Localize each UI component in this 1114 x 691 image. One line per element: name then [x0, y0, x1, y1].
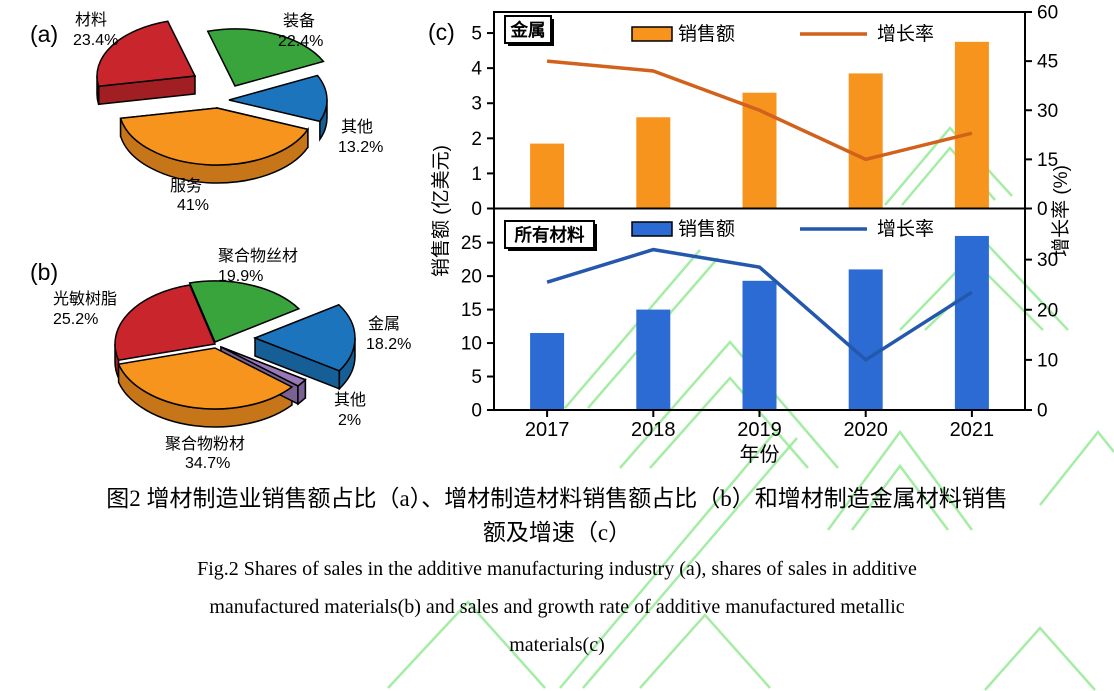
- pie-slice: [188, 280, 301, 343]
- left-tick-label: 0: [471, 401, 482, 422]
- left-tick-label: 5: [471, 24, 482, 45]
- pie-chart-industry-shares: 装备 22.4% 材料 23.4% 其他 13.2% 服务 41% (a): [30, 11, 383, 214]
- pie-slice-value: 2%: [338, 412, 361, 429]
- panel-letter: (b): [30, 259, 58, 285]
- pie-slice-label: 材料: [75, 11, 107, 29]
- right-tick-label: 0: [1037, 199, 1048, 220]
- pie-slice: [206, 28, 325, 87]
- pie-slice-value: 23.4%: [73, 32, 118, 49]
- panel-tag: 所有材料: [515, 225, 585, 245]
- legend-bar-label: 销售额: [678, 218, 735, 240]
- bar: [954, 235, 989, 410]
- x-tick-label: 2017: [525, 419, 570, 441]
- pie-slice-value: 25.2%: [53, 311, 98, 328]
- left-tick-label: 4: [471, 59, 482, 80]
- left-tick-label: 25: [461, 233, 482, 254]
- bar: [848, 73, 883, 209]
- pie-slice-label: 其他: [341, 118, 373, 136]
- right-tick-label: 0: [1037, 401, 1048, 422]
- pie-slice-value: 19.9%: [218, 268, 263, 285]
- left-tick-label: 1: [471, 164, 482, 185]
- legend-bar-label: 销售额: [678, 23, 735, 45]
- left-tick-label: 20: [461, 267, 482, 288]
- pie-slice: [220, 346, 307, 387]
- pie-slice-label: 服务: [170, 177, 202, 195]
- left-tick-label: 15: [461, 300, 482, 321]
- left-tick-label: 5: [471, 367, 482, 388]
- pie-slice-value: 18.2%: [366, 336, 411, 353]
- pie-slice-label: 光敏树脂: [53, 290, 117, 308]
- panel-tag: 金属: [510, 20, 546, 40]
- panel-letter: (c): [428, 19, 455, 45]
- caption-cn-line1: 图2 增材制造业销售额占比（a）、增材制造材料销售额占比（b）和增材制造金属材料…: [106, 486, 1008, 511]
- x-tick-label: 2018: [631, 419, 676, 441]
- left-tick-label: 3: [471, 94, 482, 115]
- x-tick-label: 2021: [950, 419, 995, 441]
- x-axis-title: 年份: [740, 443, 780, 466]
- pie-slice-value: 34.7%: [185, 455, 230, 472]
- right-tick-label: 45: [1037, 52, 1058, 73]
- panel-letter: (a): [30, 21, 58, 47]
- pie-slice-value: 22.4%: [278, 33, 323, 50]
- pie-slice: [119, 107, 310, 166]
- figure-caption: 图2 增材制造业销售额占比（a）、增材制造材料销售额占比（b）和增材制造金属材料…: [0, 482, 1114, 664]
- bar: [530, 143, 565, 209]
- pie-slice: [117, 347, 294, 410]
- pie-slice-value: 41%: [177, 197, 209, 214]
- right-tick-label: 15: [1037, 150, 1058, 171]
- bar: [742, 280, 777, 410]
- pie-slice: [228, 74, 328, 123]
- bar: [954, 41, 989, 209]
- left-tick-label: 0: [471, 199, 482, 220]
- x-tick-label: 2020: [843, 419, 888, 441]
- left-tick-label: 2: [471, 129, 482, 150]
- bar: [636, 309, 671, 410]
- legend-line-label: 增长率: [877, 218, 934, 240]
- legend-bar-swatch: [631, 221, 673, 237]
- y-axis-title-right: 增长率 (%): [1050, 165, 1072, 257]
- panel-tag-box: [504, 220, 595, 249]
- bar: [848, 269, 883, 410]
- pie-chart-material-shares: 聚合物丝材 19.9% 光敏树脂 25.2% 聚合物粉材 34.7% 其他 2% 金属 18.2%…: [30, 247, 411, 472]
- x-tick-label: 2019: [737, 419, 782, 441]
- right-tick-label: 30: [1037, 101, 1058, 122]
- panel-tag-box: [504, 15, 552, 44]
- pie-slice: [252, 303, 356, 372]
- bar: [530, 333, 565, 410]
- pie-slice: [114, 284, 217, 362]
- right-tick-label: 20: [1037, 300, 1058, 321]
- caption-en-line1: Fig.2 Shares of sales in the additive ma…: [197, 558, 917, 580]
- pie-slice-value: 13.2%: [338, 139, 383, 156]
- caption-en-line2: manufactured materials(b) and sales and …: [209, 596, 905, 618]
- pie-slice-label: 其他: [334, 391, 366, 409]
- pie-slice-label: 金属: [368, 315, 400, 333]
- caption-en-line3: materials(c): [509, 634, 605, 656]
- left-tick-label: 10: [461, 334, 482, 355]
- right-tick-label: 60: [1037, 3, 1058, 24]
- pie-slice-label: 装备: [283, 12, 315, 30]
- pie-slice: [96, 20, 197, 88]
- caption-cn-line2: 额及增速（c）: [482, 520, 632, 545]
- right-tick-label: 10: [1037, 350, 1058, 371]
- y-axis-title-left: 销售额 (亿美元): [430, 145, 452, 277]
- legend-bar-swatch: [631, 26, 673, 42]
- legend-line-label: 增长率: [877, 23, 934, 45]
- pie-slice-label: 聚合物粉材: [165, 435, 245, 453]
- pie-slice-label: 聚合物丝材: [218, 247, 298, 265]
- bar: [636, 117, 671, 209]
